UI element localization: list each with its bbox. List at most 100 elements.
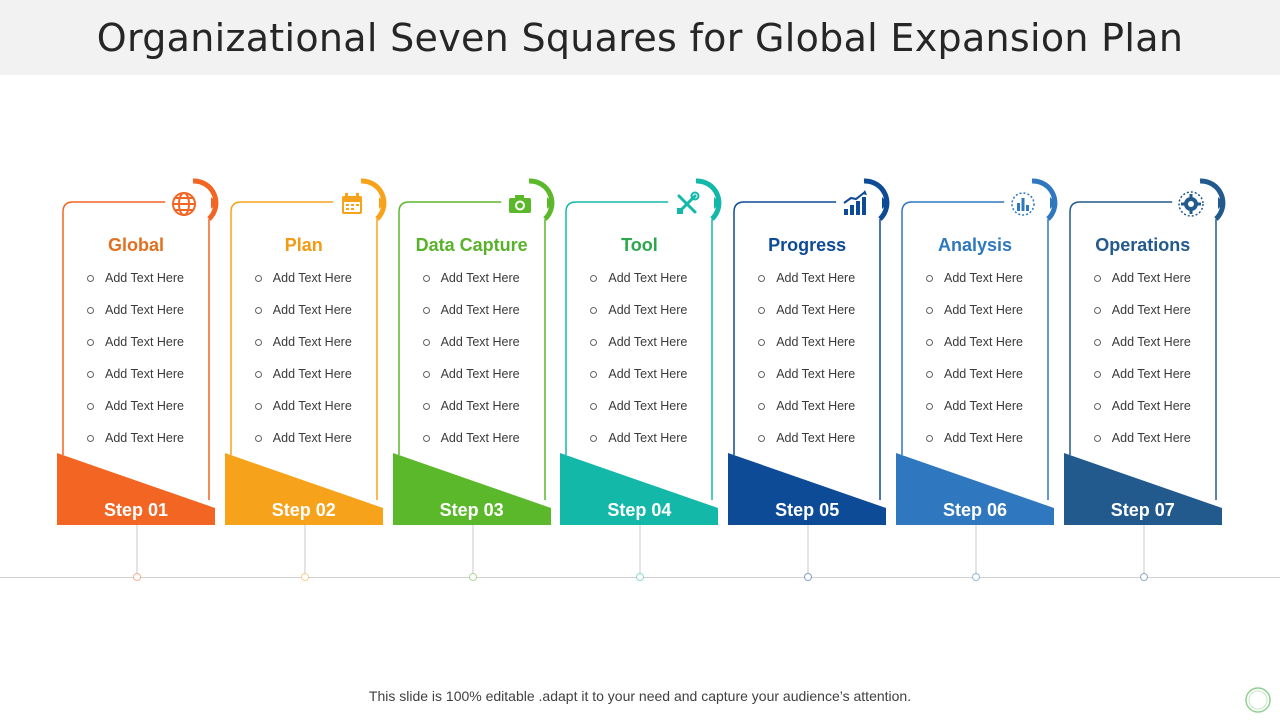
list-item-text: Add Text Here xyxy=(1111,367,1191,381)
list-item: Add Text Here xyxy=(422,399,520,431)
step-card-3: Data Capture Add Text Here Add Text Here Ad… xyxy=(392,175,554,581)
list-item: Add Text Here xyxy=(87,399,184,431)
list-item: Add Text Here xyxy=(254,335,352,367)
bullet-icon xyxy=(926,275,933,282)
step-card-frame xyxy=(224,178,387,581)
calendar-icon xyxy=(332,185,371,223)
step-card-frame xyxy=(896,178,1058,581)
corner-circle-icon xyxy=(1245,687,1271,713)
list-item-text: Add Text Here xyxy=(272,399,352,413)
list-item-text: Add Text Here xyxy=(272,303,352,317)
bullet-icon xyxy=(422,435,430,442)
bullet-icon xyxy=(926,371,933,378)
list-item: Add Text Here xyxy=(87,335,184,367)
list-item-text: Add Text Here xyxy=(944,431,1023,445)
list-item-text: Add Text Here xyxy=(776,367,856,381)
bullet-icon xyxy=(87,307,94,314)
bullet-icon xyxy=(254,403,262,410)
list-item-text: Add Text Here xyxy=(272,335,352,349)
list-item-text: Add Text Here xyxy=(776,399,856,413)
bullet-icon xyxy=(422,307,430,314)
list-item: Add Text Here xyxy=(422,367,520,399)
list-item: Add Text Here xyxy=(758,431,855,463)
step-item-list: Add Text Here Add Text Here Add Text Here A… xyxy=(87,271,184,463)
step-item-list: Add Text Here Add Text Here Add Text Here A… xyxy=(926,271,1023,463)
list-item: Add Text Here xyxy=(422,303,520,335)
list-item: Add Text Here xyxy=(1093,399,1191,431)
list-item-text: Add Text Here xyxy=(105,367,184,381)
step-title: Tool xyxy=(621,235,658,255)
bullet-icon xyxy=(254,339,262,346)
bullet-icon xyxy=(758,307,766,314)
list-item: Add Text Here xyxy=(590,335,687,367)
bullet-icon xyxy=(87,403,94,410)
step-item-list: Add Text Here Add Text Here Add Text Here A… xyxy=(1093,271,1191,463)
list-item-text: Add Text Here xyxy=(1111,335,1191,349)
bullet-icon xyxy=(422,403,430,410)
list-item-text: Add Text Here xyxy=(944,303,1023,317)
step-card-frame xyxy=(57,178,219,581)
list-item-text: Add Text Here xyxy=(440,303,520,317)
bullet-icon xyxy=(758,275,766,282)
list-item-text: Add Text Here xyxy=(1111,303,1191,317)
list-item: Add Text Here xyxy=(758,399,855,431)
step-card-frame xyxy=(1063,178,1226,581)
list-item-text: Add Text Here xyxy=(105,431,184,445)
list-item: Add Text Here xyxy=(422,335,520,367)
bullet-icon xyxy=(254,275,262,282)
list-item-text: Add Text Here xyxy=(440,399,520,413)
list-item-text: Add Text Here xyxy=(1111,271,1191,285)
list-item: Add Text Here xyxy=(254,431,352,463)
step-card-2: Plan Add Text Here Add Text Here Add Text H… xyxy=(224,175,387,581)
list-item-text: Add Text Here xyxy=(776,303,856,317)
list-item-text: Add Text Here xyxy=(944,271,1023,285)
list-item: Add Text Here xyxy=(926,335,1023,367)
list-item-text: Add Text Here xyxy=(944,399,1023,413)
step-label: Step 04 xyxy=(607,500,672,520)
step-card-frame xyxy=(560,178,722,581)
list-item-text: Add Text Here xyxy=(776,335,856,349)
bullet-icon xyxy=(87,371,94,378)
list-item: Add Text Here xyxy=(1093,431,1191,463)
list-item: Add Text Here xyxy=(254,399,352,431)
list-item-text: Add Text Here xyxy=(608,271,688,285)
step-label: Step 01 xyxy=(103,500,169,520)
list-item-text: Add Text Here xyxy=(944,335,1023,349)
step-title: Progress xyxy=(768,235,847,255)
bullet-icon xyxy=(590,403,598,410)
list-item-text: Add Text Here xyxy=(776,431,856,445)
list-item-text: Add Text Here xyxy=(608,431,688,445)
bullet-icon xyxy=(590,307,598,314)
bullet-icon xyxy=(1093,435,1101,442)
step-item-list: Add Text Here Add Text Here Add Text Here A… xyxy=(422,271,520,463)
list-item-text: Add Text Here xyxy=(440,335,520,349)
step-title: Analysis xyxy=(937,235,1013,255)
list-item: Add Text Here xyxy=(254,303,352,335)
list-item: Add Text Here xyxy=(422,431,520,463)
bullet-icon xyxy=(422,371,430,378)
camera-icon xyxy=(500,185,539,223)
list-item: Add Text Here xyxy=(87,271,184,303)
list-item-text: Add Text Here xyxy=(440,271,520,285)
list-item-text: Add Text Here xyxy=(608,367,688,381)
list-item-text: Add Text Here xyxy=(1111,399,1191,413)
step-card-5: Progress Add Text Here Add Text Here Add Te… xyxy=(728,175,890,581)
list-item: Add Text Here xyxy=(590,271,687,303)
step-label: Step 02 xyxy=(271,500,336,520)
analysis-icon xyxy=(1004,185,1042,223)
step-card-7: Operations Add Text Here Add Text Here Add … xyxy=(1063,175,1226,581)
list-item: Add Text Here xyxy=(254,367,352,399)
bullet-icon xyxy=(758,403,766,410)
step-label: Step 03 xyxy=(439,500,504,520)
bullet-icon xyxy=(1093,403,1101,410)
bullet-icon xyxy=(254,371,262,378)
step-card-6: Analysis Add Text Here Add Text Here Add Te… xyxy=(896,175,1058,581)
bullet-icon xyxy=(254,307,262,314)
bullet-icon xyxy=(422,275,430,282)
step-card-1: Global Add Text Here Add Text Here Add Text… xyxy=(57,175,219,581)
list-item: Add Text Here xyxy=(590,431,687,463)
list-item: Add Text Here xyxy=(1093,335,1191,367)
list-item: Add Text Here xyxy=(926,367,1023,399)
bullet-icon xyxy=(590,371,598,378)
bar-chart-icon xyxy=(836,185,875,223)
